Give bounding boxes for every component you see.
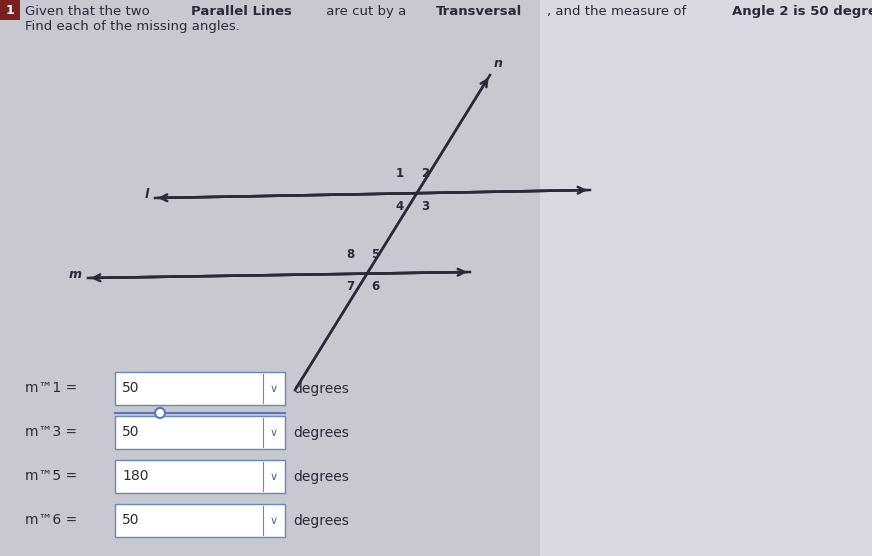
Text: , and the measure of: , and the measure of [547,5,691,18]
Text: m™3 =: m™3 = [25,425,77,439]
Text: n: n [494,57,503,70]
Circle shape [155,408,165,418]
Text: 6: 6 [371,280,379,293]
Text: m™6 =: m™6 = [25,514,78,528]
Text: are cut by a: are cut by a [322,5,410,18]
Text: 7: 7 [346,280,354,293]
Text: l: l [145,187,149,201]
Text: Transversal: Transversal [436,5,522,18]
Text: degrees: degrees [293,381,349,395]
Text: 50: 50 [122,514,140,528]
Text: Find each of the missing angles.: Find each of the missing angles. [25,20,240,33]
FancyBboxPatch shape [540,0,872,556]
Text: ∨: ∨ [270,428,278,438]
Text: m™5 =: m™5 = [25,469,77,484]
Text: ∨: ∨ [270,384,278,394]
Text: 8: 8 [346,247,354,261]
Text: 1: 1 [5,3,14,17]
Bar [115,416,285,449]
Text: 1: 1 [396,167,404,180]
Text: 4: 4 [396,200,404,213]
Text: Parallel Lines: Parallel Lines [192,5,292,18]
Text: 2: 2 [420,167,429,180]
Text: Angle 2 is 50 degrees: Angle 2 is 50 degrees [732,5,872,18]
Bar [115,504,285,537]
Text: degrees: degrees [293,469,349,484]
Text: 180: 180 [122,469,148,484]
Text: 3: 3 [420,200,429,213]
Bar [115,372,285,405]
Text: 50: 50 [122,425,140,439]
Text: m™1 =: m™1 = [25,381,78,395]
Text: m: m [69,269,82,281]
Text: 5: 5 [371,247,379,261]
Text: ∨: ∨ [270,515,278,525]
Text: 50: 50 [122,381,140,395]
Text: Given that the two: Given that the two [25,5,154,18]
Text: ∨: ∨ [270,471,278,481]
Bar [0,0,20,20]
Bar [115,460,285,493]
Text: degrees: degrees [293,425,349,439]
Text: degrees: degrees [293,514,349,528]
